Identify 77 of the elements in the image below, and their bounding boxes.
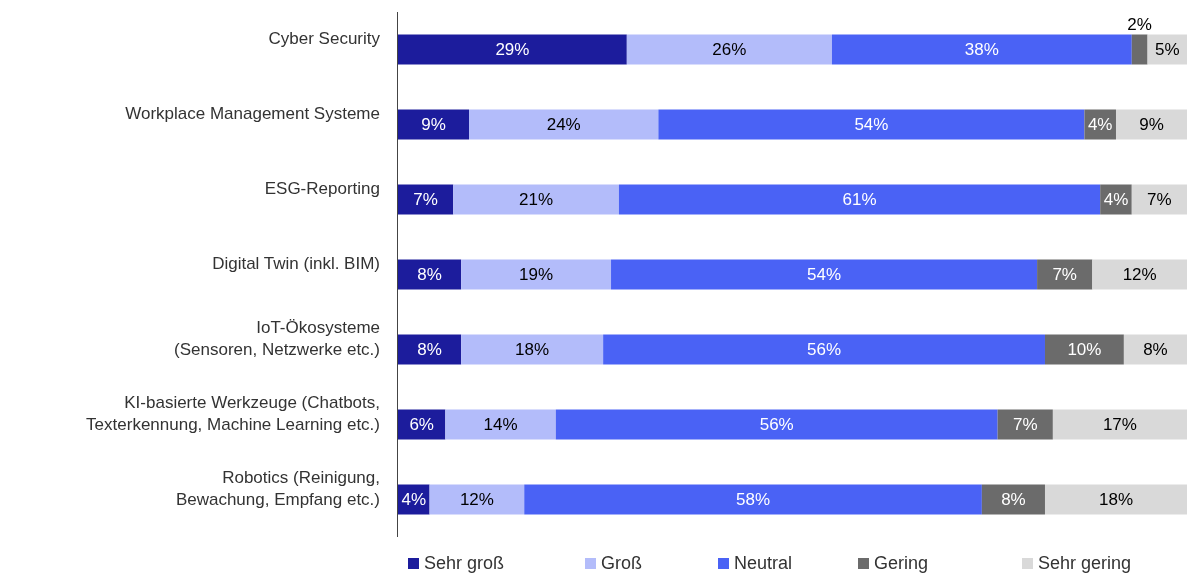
bar [398,334,462,365]
data-label: 7% [1012,415,1038,435]
data-label: 4% [401,490,427,510]
data-label: 21% [519,190,554,210]
bar [398,184,454,215]
bar [453,184,619,215]
data-label: 10% [1067,340,1102,360]
bar [398,259,462,290]
bar [997,409,1053,440]
y-tick-label: IoT-Ökosysteme (Sensoren, Netzwerke etc.) [174,317,380,359]
data-label: 14% [483,415,518,435]
data-label: 6% [409,415,434,435]
legend-label: Neutral [734,553,793,573]
data-label: 9% [421,115,446,135]
data-label: 12% [1122,265,1157,285]
data-label: 9% [1139,115,1164,135]
legend-label: Groß [601,553,643,573]
data-label: 7% [1147,190,1172,210]
data-label: 58% [736,490,771,510]
bar [831,34,1132,65]
bar [603,334,1045,365]
bar [1052,409,1187,440]
bar [429,484,525,515]
data-label: 18% [1098,490,1134,510]
data-label: 7% [1052,265,1077,285]
data-label: 2% [1127,14,1152,34]
legend-label: Sehr groß [424,553,505,573]
bar [1037,259,1093,290]
bar [1131,184,1187,215]
data-label: 26% [712,40,747,60]
bar [1044,484,1187,515]
bar [1044,334,1124,365]
data-label: 54% [854,115,889,135]
legend-label: Sehr gering [1038,553,1132,573]
bar [1115,109,1187,140]
bar [469,109,659,140]
data-label: 8% [417,340,442,360]
y-tick-label: KI-basierte Werkzeuge (Chatbots, Texterkennung, Machine Learning etc.) [86,392,380,434]
bar [445,409,556,440]
bar [1092,259,1187,290]
data-label: 17% [1102,415,1137,435]
legend-label: Gering [874,553,929,573]
data-label: 4% [1103,190,1129,210]
bar [1131,34,1148,65]
data-label: 56% [807,340,842,360]
bar [626,34,832,65]
bar [398,34,627,65]
data-label: 24% [546,115,581,135]
bar [524,484,982,515]
data-label: 38% [964,40,999,60]
y-tick-label: Workplace Management Systeme [125,103,380,123]
y-tick-label: Cyber Security [268,28,381,48]
data-label: 19% [519,265,554,285]
bar [611,259,1038,290]
bar [461,334,604,365]
data-label: 8% [417,265,442,285]
data-label: 7% [413,190,438,210]
bar [658,109,1085,140]
data-label: 61% [842,190,877,210]
data-label: 54% [807,265,842,285]
y-tick-label: Digital Twin (inkl. BIM) [212,253,380,273]
y-tick-label: ESG-Reporting [264,178,380,198]
bar [981,484,1045,515]
data-label: 29% [495,40,530,60]
bar [555,409,998,440]
data-label: 4% [1087,115,1113,135]
bar [461,259,612,290]
y-tick-label: Robotics (Reinigung, Bewachung, Empfang etc.) [175,467,380,509]
bar [1123,334,1187,365]
data-label: 12% [459,490,494,510]
bar [398,109,470,140]
bar [618,184,1101,215]
data-label: 8% [1143,340,1168,360]
data-label: 56% [759,415,794,435]
data-label: 8% [1001,490,1026,510]
data-label: 5% [1154,40,1180,60]
data-label: 18% [515,340,550,360]
